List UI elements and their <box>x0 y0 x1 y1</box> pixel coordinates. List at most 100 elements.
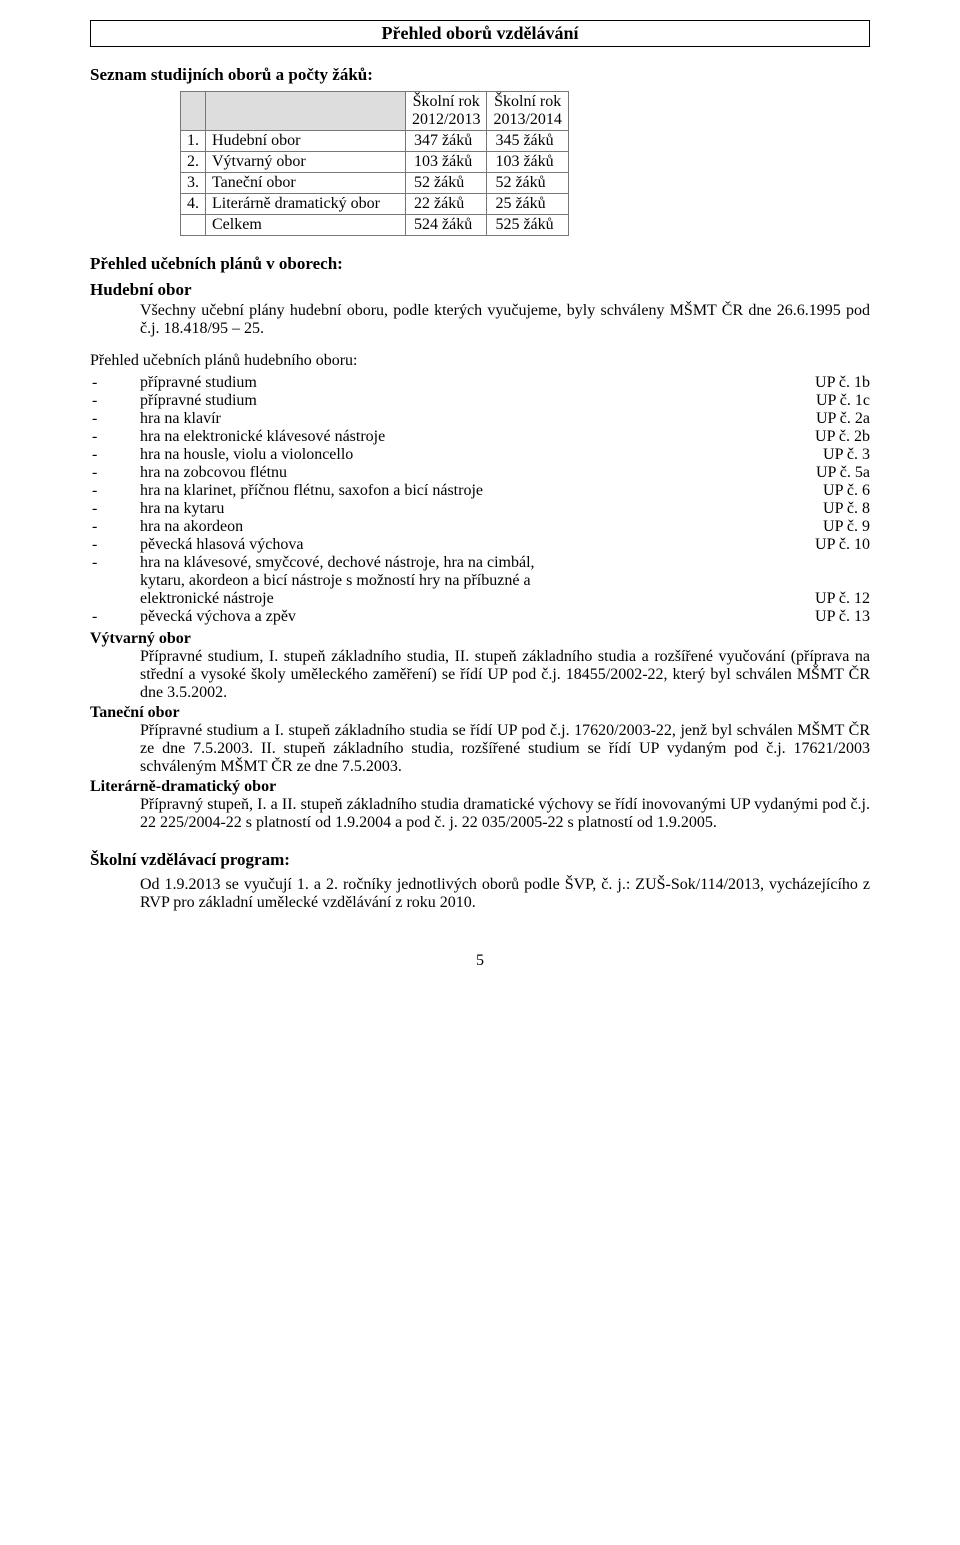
row-v2: 52 žáků <box>487 173 568 194</box>
dash: - <box>90 518 140 536</box>
vytvarny-label: Výtvarný obor <box>90 630 870 648</box>
plan-multi-code: UP č. 12 <box>815 590 870 608</box>
plan-desc: hra na elektronické klávesové nástroje <box>140 428 815 446</box>
page-title: Přehled oborů vzdělávání <box>382 23 579 43</box>
dash: - <box>90 464 140 482</box>
plan-row: - hra na klavír UP č. 2a <box>90 410 870 428</box>
plan-row: - přípravné studium UP č. 1b <box>90 374 870 392</box>
row-label: Literárně dramatický obor <box>206 194 406 215</box>
tanecni-label: Taneční obor <box>90 704 870 722</box>
table-row: Celkem 524 žáků 525 žáků <box>181 215 569 236</box>
dash: - <box>90 482 140 500</box>
plan-code: UP č. 1c <box>816 392 870 410</box>
th-empty-1 <box>181 92 206 131</box>
plan-code: UP č. 2b <box>815 428 870 446</box>
row-v2: 25 žáků <box>487 194 568 215</box>
th-col2: Školní rok 2013/2014 <box>487 92 568 131</box>
row-v1: 347 žáků <box>406 131 487 152</box>
row-v2: 345 žáků <box>487 131 568 152</box>
th-empty-2 <box>206 92 406 131</box>
literarne-text: Přípravný stupeň, I. a II. stupeň základ… <box>140 796 870 832</box>
plan-code: UP č. 10 <box>815 536 870 554</box>
plan-desc: hra na housle, violu a violoncello <box>140 446 823 464</box>
dash: - <box>90 392 140 410</box>
plan-row: - hra na zobcovou flétnu UP č. 5a <box>90 464 870 482</box>
vytvarny-section: Výtvarný obor Přípravné studium, I. stup… <box>90 630 870 702</box>
tanecni-text: Přípravné studium a I. stupeň základního… <box>140 722 870 776</box>
plan-row: - hra na kytaru UP č. 8 <box>90 500 870 518</box>
plan-desc: hra na akordeon <box>140 518 823 536</box>
th-col1: Školní rok 2012/2013 <box>406 92 487 131</box>
dash: - <box>90 428 140 446</box>
plan-multi-l2: kytaru, akordeon a bicí nástroje s možno… <box>140 572 870 590</box>
dash: - <box>90 608 140 626</box>
row-v1: 22 žáků <box>406 194 487 215</box>
plan-desc: hra na kytaru <box>140 500 823 518</box>
plan-row: - hra na elektronické klávesové nástroje… <box>90 428 870 446</box>
literarne-label: Literárně-dramatický obor <box>90 778 870 796</box>
prehled-hudebni-heading: Přehled učebních plánů hudebního oboru: <box>90 352 870 370</box>
vytvarny-text: Přípravné studium, I. stupeň základního … <box>140 648 870 702</box>
dash: - <box>90 554 140 572</box>
page-number: 5 <box>90 952 870 970</box>
seznam-heading: Seznam studijních oborů a počty žáků: <box>90 65 870 85</box>
plan-multi-l1: hra na klávesové, smyčcové, dechové nást… <box>140 554 870 572</box>
plan-row: - hra na housle, violu a violoncello UP … <box>90 446 870 464</box>
th-col1-l2: 2012/2013 <box>412 111 480 129</box>
dash: - <box>90 536 140 554</box>
row-v2: 103 žáků <box>487 152 568 173</box>
svp-text: Od 1.9.2013 se vyučují 1. a 2. ročníky j… <box>140 876 870 912</box>
row-v1: 524 žáků <box>406 215 487 236</box>
plan-row-multi: - hra na klávesové, smyčcové, dechové ná… <box>90 554 870 572</box>
plan-desc: hra na klarinet, příčnou flétnu, saxofon… <box>140 482 823 500</box>
plan-last-code: UP č. 13 <box>815 608 870 626</box>
plan-row: - hra na klarinet, příčnou flétnu, saxof… <box>90 482 870 500</box>
prehled-plany-heading: Přehled učebních plánů v oborech: <box>90 254 870 274</box>
plan-code: UP č. 1b <box>815 374 870 392</box>
plan-row: - pěvecká výchova a zpěv UP č. 13 <box>90 608 870 626</box>
plan-row-multi: kytaru, akordeon a bicí nástroje s možno… <box>90 572 870 590</box>
dash: - <box>90 374 140 392</box>
table-row: 2. Výtvarný obor 103 žáků 103 žáků <box>181 152 569 173</box>
row-num <box>181 215 206 236</box>
table-row: 4. Literárně dramatický obor 22 žáků 25 … <box>181 194 569 215</box>
plan-code: UP č. 5a <box>816 464 870 482</box>
plan-desc: hra na klavír <box>140 410 816 428</box>
plan-desc: přípravné studium <box>140 374 815 392</box>
row-num: 3. <box>181 173 206 194</box>
literarne-section: Literárně-dramatický obor Přípravný stup… <box>90 778 870 832</box>
counts-table: Školní rok 2012/2013 Školní rok 2013/201… <box>180 91 569 236</box>
row-num: 2. <box>181 152 206 173</box>
table-row: 1. Hudební obor 347 žáků 345 žáků <box>181 131 569 152</box>
plan-row: - pěvecká hlasová výchova UP č. 10 <box>90 536 870 554</box>
plan-row: - přípravné studium UP č. 1c <box>90 392 870 410</box>
row-label: Hudební obor <box>206 131 406 152</box>
plan-last-desc: pěvecká výchova a zpěv <box>140 608 815 626</box>
hudebni-text: Všechny učební plány hudební oboru, podl… <box>140 302 870 338</box>
dash: - <box>90 446 140 464</box>
plan-list: - přípravné studium UP č. 1b - přípravné… <box>90 374 870 626</box>
tanecni-section: Taneční obor Přípravné studium a I. stup… <box>90 704 870 776</box>
row-num: 1. <box>181 131 206 152</box>
plan-desc: pěvecká hlasová výchova <box>140 536 815 554</box>
plan-code: UP č. 8 <box>823 500 870 518</box>
row-label: Celkem <box>206 215 406 236</box>
row-v1: 103 žáků <box>406 152 487 173</box>
row-label: Výtvarný obor <box>206 152 406 173</box>
th-col1-l1: Školní rok <box>412 93 480 111</box>
plan-code: UP č. 3 <box>823 446 870 464</box>
row-v2: 525 žáků <box>487 215 568 236</box>
title-box: Přehled oborů vzdělávání <box>90 20 870 47</box>
dash: - <box>90 500 140 518</box>
th-col2-l1: Školní rok <box>493 93 561 111</box>
svp-heading: Školní vzdělávací program: <box>90 850 870 870</box>
plan-code: UP č. 6 <box>823 482 870 500</box>
hudebni-label: Hudební obor <box>90 280 870 300</box>
plan-row-multi: elektronické nástroje UP č. 12 <box>90 590 870 608</box>
plan-code: UP č. 9 <box>823 518 870 536</box>
row-label: Taneční obor <box>206 173 406 194</box>
plan-multi-l3: elektronické nástroje <box>140 590 815 608</box>
dash: - <box>90 410 140 428</box>
row-num: 4. <box>181 194 206 215</box>
row-v1: 52 žáků <box>406 173 487 194</box>
